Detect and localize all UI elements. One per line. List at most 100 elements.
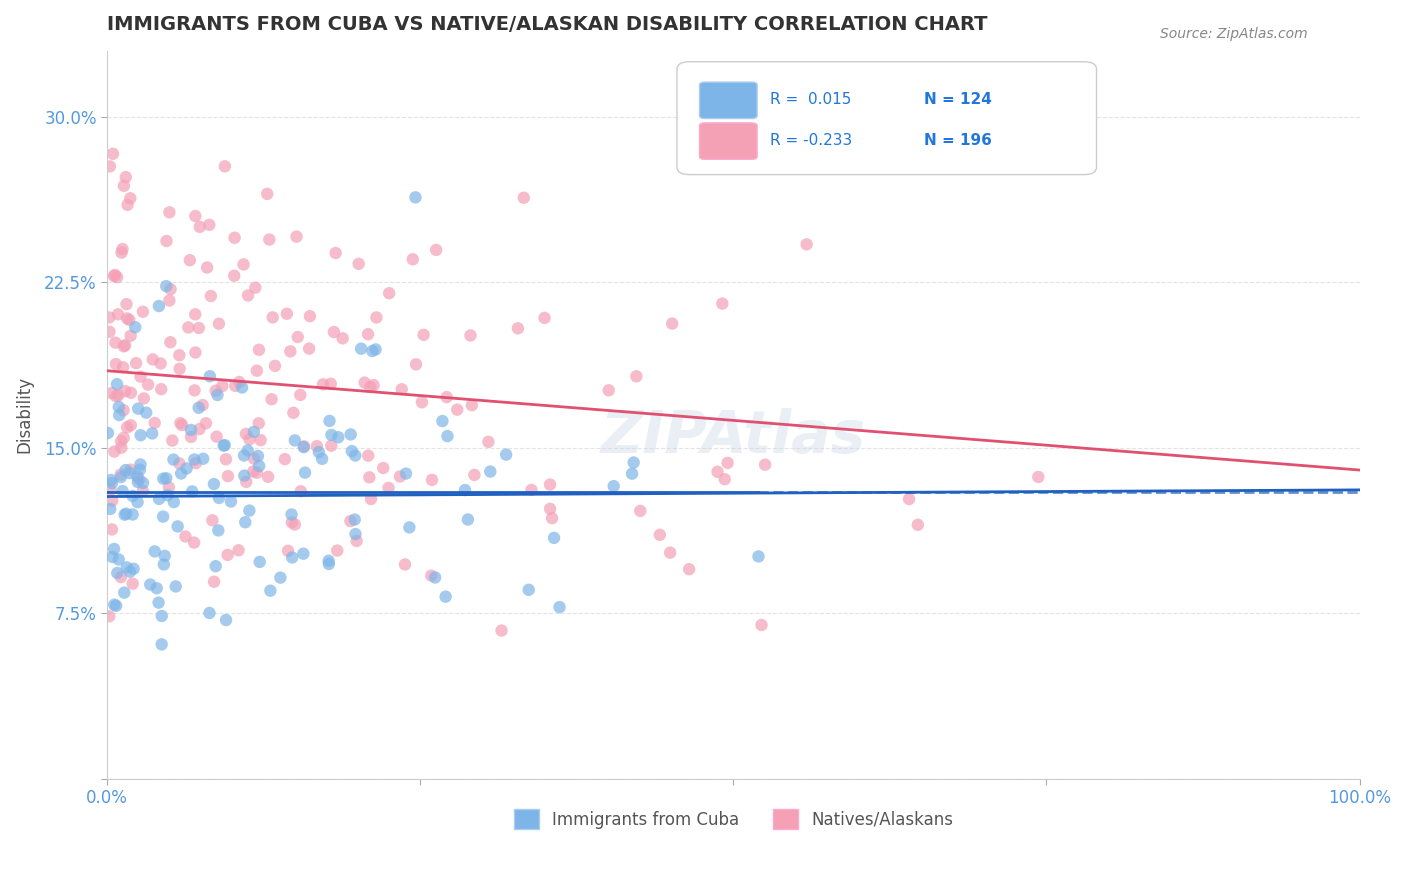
Immigrants from Cuba (233, 449, 256, 463)
Natives/Alaskans (112, 403, 135, 417)
Natives/Alaskans (149, 357, 172, 371)
Text: N = 124: N = 124 (924, 92, 991, 107)
Natives/Alaskans (319, 376, 342, 391)
Natives/Alaskans (245, 280, 267, 294)
Immigrants from Cuba (127, 475, 149, 489)
Natives/Alaskans (211, 379, 233, 393)
Natives/Alaskans (463, 467, 485, 482)
Natives/Alaskans (247, 417, 270, 431)
Natives/Alaskans (357, 327, 380, 342)
Natives/Alaskans (104, 335, 127, 350)
Natives/Alaskans (114, 384, 136, 398)
Natives/Alaskans (174, 529, 197, 543)
Immigrants from Cuba (150, 637, 173, 651)
Immigrants from Cuba (103, 541, 125, 556)
Natives/Alaskans (169, 457, 191, 471)
Immigrants from Cuba (343, 512, 366, 526)
Natives/Alaskans (155, 234, 177, 248)
Natives/Alaskans (132, 392, 155, 406)
Natives/Alaskans (224, 379, 246, 393)
Immigrants from Cuba (145, 581, 167, 595)
Natives/Alaskans (262, 310, 284, 325)
Natives/Alaskans (188, 219, 211, 234)
Immigrants from Cuba (198, 369, 221, 384)
Immigrants from Cuba (215, 613, 238, 627)
Natives/Alaskans (436, 390, 458, 404)
Natives/Alaskans (101, 146, 124, 161)
Immigrants from Cuba (269, 571, 291, 585)
Natives/Alaskans (112, 339, 135, 353)
Natives/Alaskans (120, 463, 142, 477)
Natives/Alaskans (100, 386, 122, 401)
Immigrants from Cuba (202, 477, 225, 491)
Legend: Immigrants from Cuba, Natives/Alaskans: Immigrants from Cuba, Natives/Alaskans (508, 803, 959, 836)
Immigrants from Cuba (233, 515, 256, 529)
Natives/Alaskans (412, 327, 434, 342)
Immigrants from Cuba (127, 495, 149, 509)
Immigrants from Cuba (129, 462, 152, 476)
Natives/Alaskans (103, 444, 125, 458)
Immigrants from Cuba (139, 577, 162, 591)
Natives/Alaskans (208, 317, 231, 331)
Immigrants from Cuba (152, 509, 174, 524)
Immigrants from Cuba (129, 428, 152, 442)
Immigrants from Cuba (107, 552, 129, 566)
Immigrants from Cuba (247, 458, 270, 473)
Immigrants from Cuba (344, 449, 367, 463)
Natives/Alaskans (107, 388, 129, 402)
Immigrants from Cuba (311, 451, 333, 466)
Immigrants from Cuba (457, 512, 479, 526)
Natives/Alaskans (235, 475, 257, 489)
Immigrants from Cuba (328, 430, 350, 444)
Immigrants from Cuba (747, 549, 769, 564)
Immigrants from Cuba (243, 425, 266, 439)
Natives/Alaskans (242, 465, 264, 479)
Immigrants from Cuba (162, 452, 184, 467)
Immigrants from Cuba (101, 476, 124, 491)
Immigrants from Cuba (105, 566, 128, 580)
Natives/Alaskans (305, 439, 328, 453)
Immigrants from Cuba (454, 483, 477, 497)
Natives/Alaskans (169, 361, 191, 376)
Natives/Alaskans (359, 470, 381, 484)
Natives/Alaskans (101, 523, 124, 537)
Natives/Alaskans (120, 191, 142, 205)
Natives/Alaskans (105, 389, 128, 403)
Natives/Alaskans (411, 395, 433, 409)
Natives/Alaskans (363, 378, 385, 392)
Immigrants from Cuba (105, 377, 128, 392)
Natives/Alaskans (513, 191, 536, 205)
Immigrants from Cuba (180, 423, 202, 437)
Natives/Alaskans (405, 357, 427, 371)
Immigrants from Cuba (176, 461, 198, 475)
Immigrants from Cuba (281, 550, 304, 565)
Natives/Alaskans (391, 382, 413, 396)
Natives/Alaskans (754, 458, 776, 472)
Immigrants from Cuba (339, 427, 361, 442)
Immigrants from Cuba (166, 519, 188, 533)
Natives/Alaskans (359, 380, 381, 394)
Natives/Alaskans (298, 309, 321, 323)
Immigrants from Cuba (214, 438, 236, 452)
FancyBboxPatch shape (700, 123, 756, 160)
Natives/Alaskans (274, 452, 297, 467)
Natives/Alaskans (287, 330, 309, 344)
Natives/Alaskans (184, 345, 207, 359)
Natives/Alaskans (98, 160, 121, 174)
Immigrants from Cuba (153, 549, 176, 563)
Immigrants from Cuba (233, 468, 256, 483)
Natives/Alaskans (104, 268, 127, 282)
Natives/Alaskans (183, 384, 205, 398)
Natives/Alaskans (538, 501, 561, 516)
Immigrants from Cuba (97, 425, 120, 440)
Natives/Alaskans (276, 307, 298, 321)
Natives/Alaskans (378, 286, 401, 301)
Immigrants from Cuba (132, 475, 155, 490)
Natives/Alaskans (751, 618, 773, 632)
Immigrants from Cuba (292, 440, 315, 454)
Immigrants from Cuba (548, 600, 571, 615)
Immigrants from Cuba (114, 463, 136, 477)
Natives/Alaskans (136, 377, 159, 392)
Natives/Alaskans (110, 441, 132, 455)
Immigrants from Cuba (101, 549, 124, 564)
